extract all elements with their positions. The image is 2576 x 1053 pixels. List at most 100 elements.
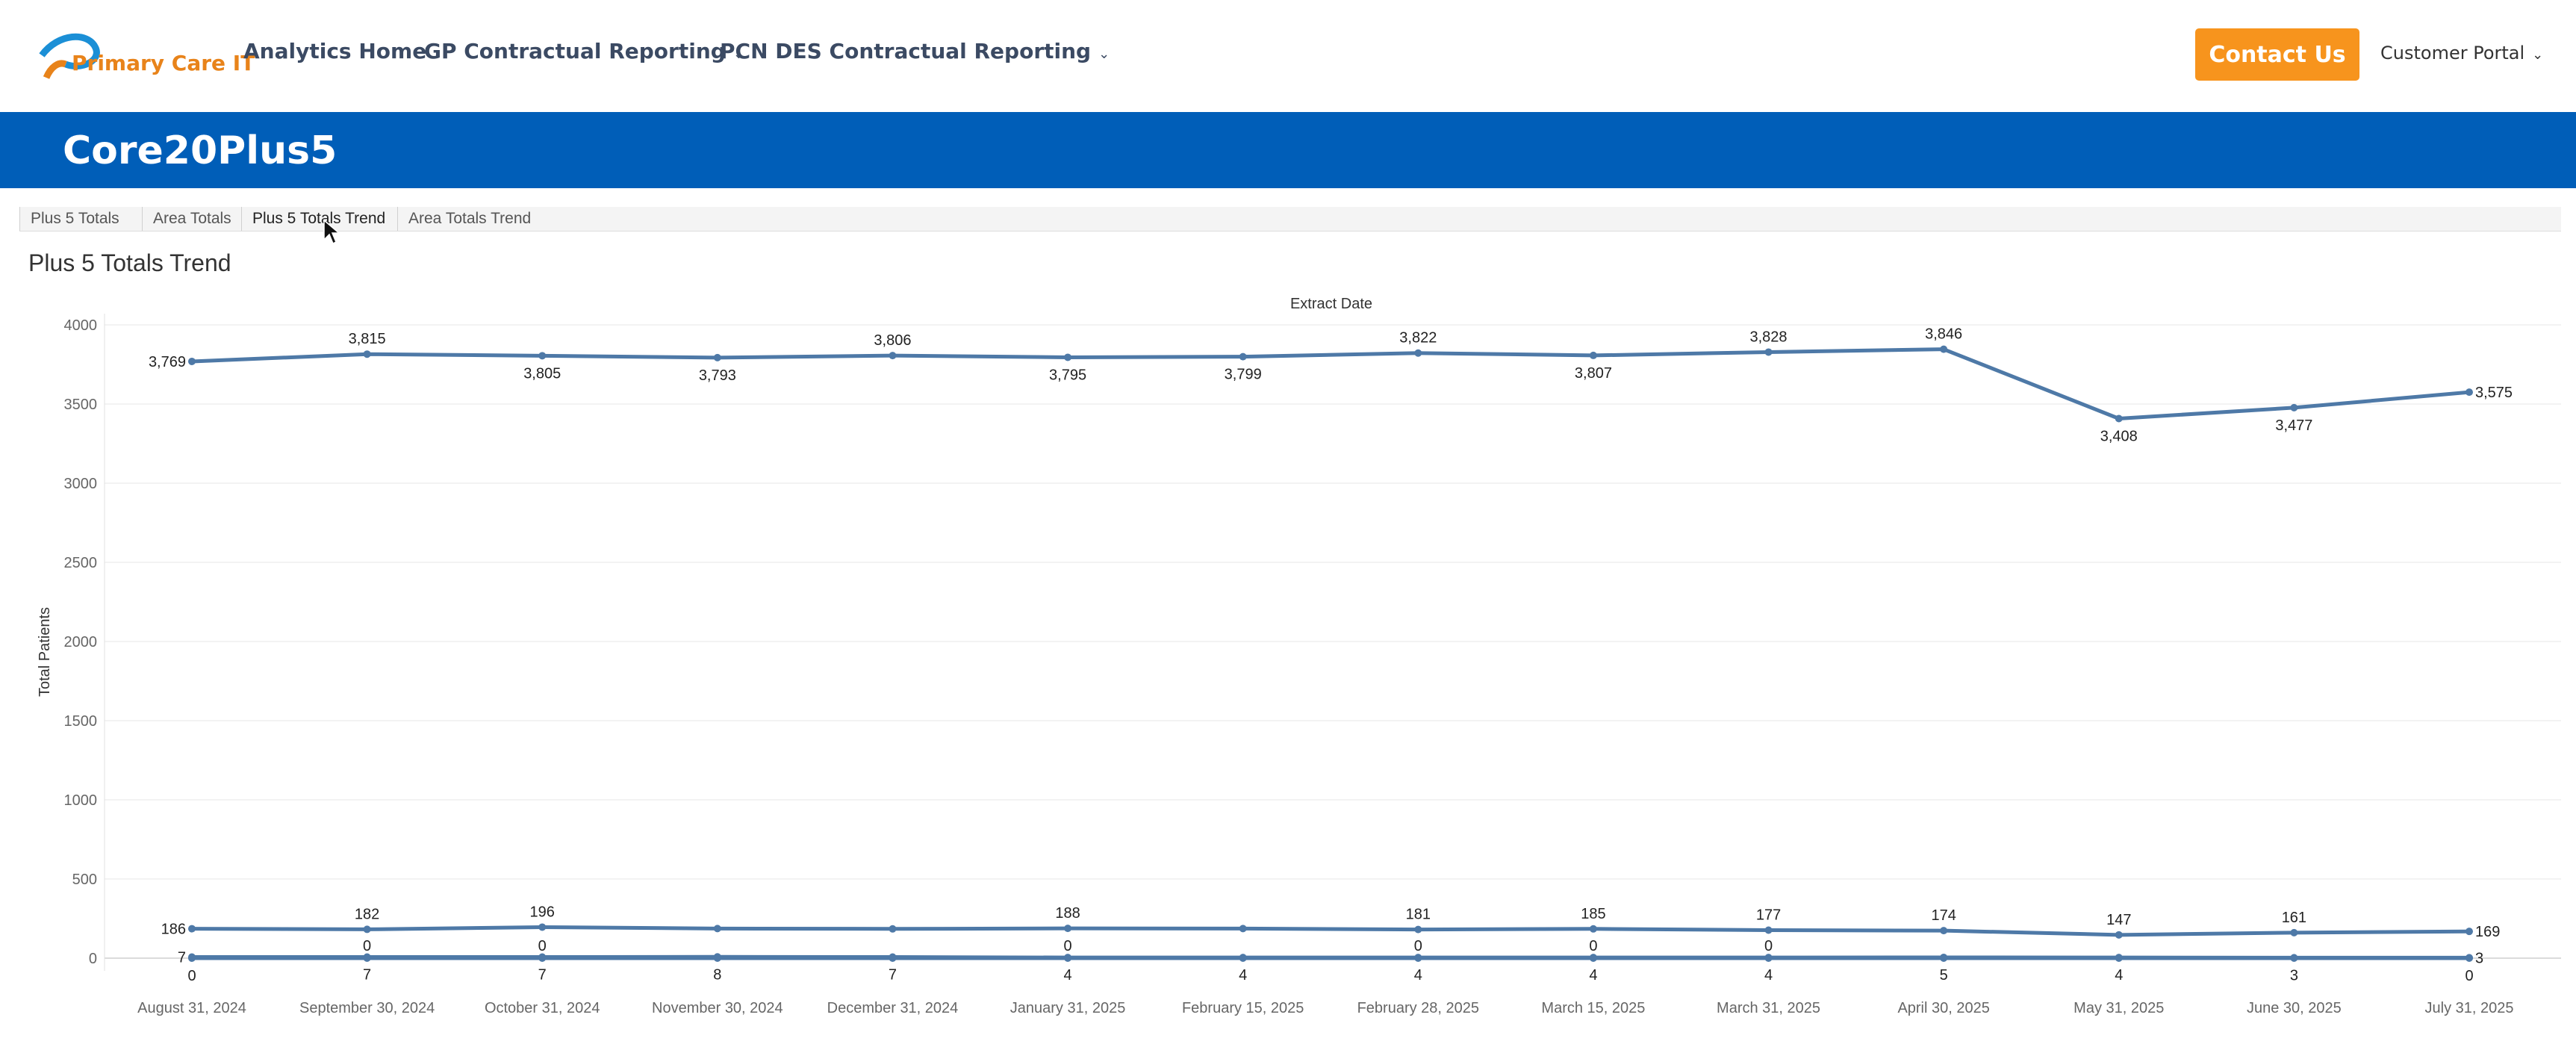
data-point: [1064, 925, 1072, 933]
data-label: 3,822: [1399, 330, 1437, 347]
x-tick-label: July 31, 2025: [2425, 1000, 2514, 1016]
data-label: 7: [538, 967, 547, 984]
primary-care-it-logo-icon[interactable]: [36, 25, 230, 85]
data-point: [1589, 925, 1597, 933]
data-label: 3,477: [2275, 417, 2312, 434]
x-tick-label: April 30, 2025: [1897, 1000, 1989, 1016]
data-point: [188, 954, 196, 962]
data-label: 196: [530, 904, 555, 920]
x-tick-label: March 31, 2025: [1717, 1000, 1820, 1016]
data-label: 3,799: [1225, 367, 1262, 383]
chevron-down-icon: ⌄: [2532, 47, 2544, 63]
data-label: 3: [2290, 967, 2298, 984]
nav-pcn-des-contractual-reporting[interactable]: PCN DES Contractual Reporting ⌄: [720, 39, 1110, 63]
data-label: 169: [2475, 924, 2500, 940]
y-tick-label: 0: [89, 951, 97, 967]
contact-us-button[interactable]: Contact Us: [2195, 28, 2359, 81]
tab-area-totals-trend[interactable]: Area Totals Trend: [397, 207, 541, 231]
data-label: 147: [2106, 912, 2131, 928]
data-point: [1064, 954, 1072, 962]
y-tick-label: 1500: [64, 713, 98, 730]
mouse-cursor-icon: [323, 219, 340, 245]
data-label: 7: [889, 967, 897, 984]
nav-gp-contractual-reporting[interactable]: GP Contractual Reporting ⌄: [424, 39, 744, 63]
data-label: 3,828: [1750, 329, 1788, 345]
data-label: 4: [1589, 967, 1597, 984]
x-axis-title: Extract Date: [1290, 296, 1372, 312]
data-point: [2115, 931, 2123, 939]
nav-analytics-home[interactable]: Analytics Home: [243, 39, 427, 63]
data-point: [1589, 954, 1597, 962]
data-point: [713, 954, 721, 962]
y-tick-label: 2500: [64, 555, 98, 571]
data-label: 4: [1764, 967, 1773, 984]
data-point: [2115, 414, 2123, 423]
data-point: [1239, 925, 1247, 933]
data-point: [2290, 403, 2298, 411]
data-point: [713, 925, 721, 933]
data-point: [2115, 954, 2123, 962]
data-label: 0: [1064, 938, 1072, 954]
data-label: 3,575: [2475, 385, 2513, 401]
nav-pcn-label: PCN DES Contractual Reporting: [720, 39, 1092, 63]
data-label: 0: [187, 968, 196, 984]
data-label: 3,408: [2100, 429, 2138, 445]
data-label: 3,795: [1049, 367, 1086, 383]
data-label: 161: [2282, 910, 2306, 926]
x-tick-label: August 31, 2024: [137, 1000, 246, 1016]
tab-plus-5-totals[interactable]: Plus 5 Totals: [19, 207, 130, 231]
data-label: 188: [1055, 905, 1080, 922]
data-point: [713, 953, 721, 961]
data-point: [1764, 954, 1773, 962]
x-tick-label: January 31, 2025: [1010, 1000, 1126, 1016]
data-point: [2465, 388, 2473, 397]
y-tick-label: 1000: [64, 792, 98, 809]
data-label: 4: [1064, 967, 1072, 984]
y-tick-label: 2000: [64, 634, 98, 650]
x-tick-label: December 31, 2024: [827, 1000, 959, 1016]
data-point: [1764, 348, 1773, 356]
data-point: [1764, 926, 1773, 934]
customer-portal-menu[interactable]: Customer Portal ⌄: [2380, 43, 2543, 63]
data-label: 3,806: [874, 332, 911, 349]
x-tick-label: September 30, 2024: [299, 1000, 435, 1016]
data-point: [1064, 353, 1072, 361]
data-point: [188, 357, 196, 365]
data-point: [1589, 351, 1597, 359]
x-tick-label: November 30, 2024: [652, 1000, 783, 1016]
data-label: 7: [178, 950, 186, 966]
data-label: 174: [1931, 907, 1956, 924]
data-point: [1414, 954, 1422, 962]
x-tick-label: February 15, 2025: [1182, 1000, 1304, 1016]
data-point: [363, 953, 371, 961]
customer-portal-label: Customer Portal: [2380, 43, 2525, 63]
data-point: [713, 353, 721, 361]
data-point: [889, 352, 897, 360]
data-point: [2465, 954, 2473, 962]
tab-area-totals[interactable]: Area Totals: [142, 207, 242, 231]
data-label: 3,805: [523, 365, 561, 382]
page-banner: Core20Plus5: [0, 112, 2576, 188]
data-label: 0: [1764, 938, 1773, 954]
data-label: 5: [1940, 967, 1948, 984]
x-tick-label: March 15, 2025: [1541, 1000, 1645, 1016]
data-label: 0: [2465, 968, 2473, 984]
tab-plus-5-totals-trend[interactable]: Plus 5 Totals Trend: [241, 207, 396, 231]
data-label: 3: [2475, 950, 2483, 966]
y-tick-label: 4000: [64, 317, 98, 334]
data-point: [1414, 349, 1422, 357]
data-label: 4: [1239, 967, 1247, 984]
nav-gp-label: GP Contractual Reporting: [424, 39, 726, 63]
data-label: 3,846: [1925, 326, 1962, 343]
data-label: 3,793: [699, 367, 736, 384]
data-label: 0: [363, 938, 371, 954]
data-label: 182: [355, 906, 379, 922]
data-point: [188, 925, 196, 933]
logo-text: Primary Care IT: [72, 51, 255, 75]
x-tick-label: February 28, 2025: [1357, 1000, 1479, 1016]
data-point: [1239, 954, 1247, 962]
series-line: [191, 347, 2470, 421]
data-point: [2290, 954, 2298, 962]
data-point: [363, 350, 371, 358]
data-label: 186: [161, 922, 186, 938]
